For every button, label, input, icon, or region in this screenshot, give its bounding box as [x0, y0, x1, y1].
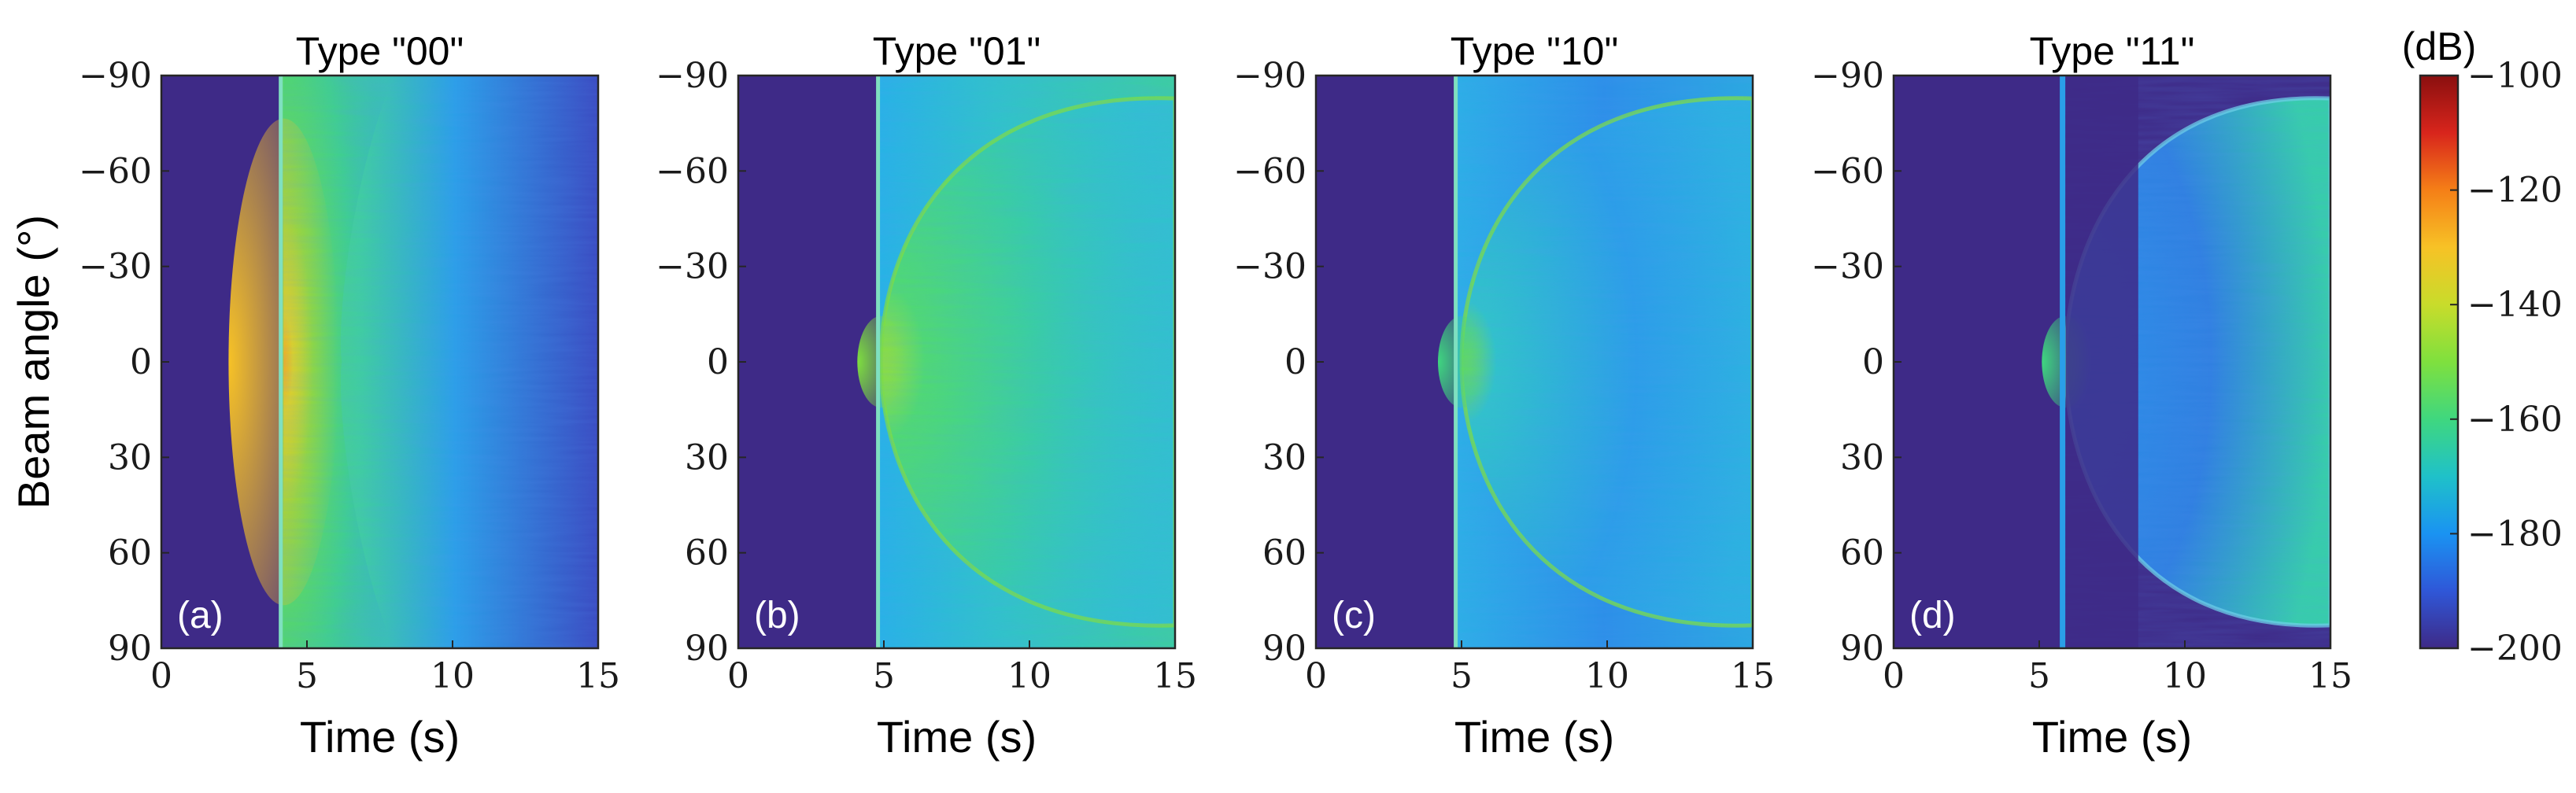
x-tick-label: 0 [150, 656, 172, 696]
panel-title: Type "01" [873, 29, 1040, 73]
quiet-gap [2065, 76, 2138, 648]
x-tick-label: 5 [296, 656, 318, 696]
y-tick-label: 90 [108, 629, 152, 669]
colorbar-gradient [2420, 76, 2458, 648]
y-tick-label: 60 [685, 533, 729, 574]
colorbar-unit: (dB) [2402, 24, 2476, 68]
x-tick-label: 10 [1585, 656, 1629, 696]
x-tick-label: 15 [576, 656, 620, 696]
colorbar-frame [2419, 74, 2460, 650]
x-tick-label: 5 [873, 656, 895, 696]
y-tick-label: 0 [1862, 342, 1884, 382]
x-tick-label: 5 [1451, 656, 1473, 696]
x-tick-label: 15 [2308, 656, 2352, 696]
x-axis-label: Time (s) [1454, 712, 1614, 762]
panel-title: Type "10" [1451, 29, 1618, 73]
speckle-texture [1455, 76, 1753, 648]
x-tick-label: 5 [2028, 656, 2050, 696]
y-tick-label: −60 [79, 151, 152, 191]
y-tick-label: 60 [108, 533, 152, 574]
panel-title: Type "00" [296, 29, 464, 73]
y-tick-label: 60 [1262, 533, 1306, 574]
panel-label: (a) [177, 595, 224, 636]
y-tick-label: −90 [1811, 56, 1884, 96]
colorbar-tick-label: −120 [2467, 171, 2563, 211]
y-tick-label: −30 [656, 247, 729, 287]
y-tick-label: −60 [1233, 151, 1306, 191]
y-tick-label: 90 [1840, 629, 1884, 669]
y-tick-label: 90 [1262, 629, 1306, 669]
x-tick-label: 15 [1731, 656, 1775, 696]
y-axis-label: Beam angle (°) [9, 215, 58, 509]
y-tick-label: −30 [1233, 247, 1306, 287]
panel-label: (d) [1909, 595, 1956, 636]
y-tick-label: −30 [1811, 247, 1884, 287]
x-tick-label: 10 [1007, 656, 1051, 696]
speckle-texture [878, 76, 1175, 648]
x-axis-label: Time (s) [300, 712, 460, 762]
y-tick-label: 30 [1262, 437, 1306, 478]
x-tick-label: 10 [431, 656, 475, 696]
y-tick-label: −90 [1233, 56, 1306, 96]
x-axis-label: Time (s) [2032, 712, 2192, 762]
y-tick-label: 30 [685, 437, 729, 478]
speckle-texture [280, 76, 598, 648]
colorbar-tick-label: −100 [2467, 56, 2563, 96]
y-tick-label: −90 [79, 56, 152, 96]
panel-label: (b) [754, 595, 800, 636]
y-tick-label: −90 [656, 56, 729, 96]
panel-title: Type "11" [2030, 29, 2195, 73]
y-tick-label: 0 [1284, 342, 1306, 382]
colorbar-tick-label: −180 [2467, 514, 2563, 554]
colorbar-tick-label: −160 [2467, 400, 2563, 440]
x-axis-label: Time (s) [877, 712, 1037, 762]
panel-label: (c) [1332, 595, 1376, 636]
x-tick-label: 0 [727, 656, 749, 696]
y-tick-label: 30 [1840, 437, 1884, 478]
x-tick-label: 0 [1883, 656, 1905, 696]
y-tick-label: 30 [108, 437, 152, 478]
x-tick-label: 0 [1305, 656, 1327, 696]
y-tick-label: −60 [1811, 151, 1884, 191]
y-tick-label: 0 [707, 342, 729, 382]
y-tick-label: 60 [1840, 533, 1884, 574]
x-tick-label: 15 [1153, 656, 1197, 696]
y-tick-label: 90 [685, 629, 729, 669]
x-tick-label: 10 [2163, 656, 2207, 696]
y-tick-label: −60 [656, 151, 729, 191]
colorbar-tick-label: −200 [2467, 629, 2563, 669]
colorbar-tick-label: −140 [2467, 285, 2563, 325]
colorbar: −100 −120 −140 −160 −180 −200 (dB) [2402, 24, 2563, 669]
y-tick-label: 0 [130, 342, 152, 382]
y-tick-label: −30 [79, 247, 152, 287]
